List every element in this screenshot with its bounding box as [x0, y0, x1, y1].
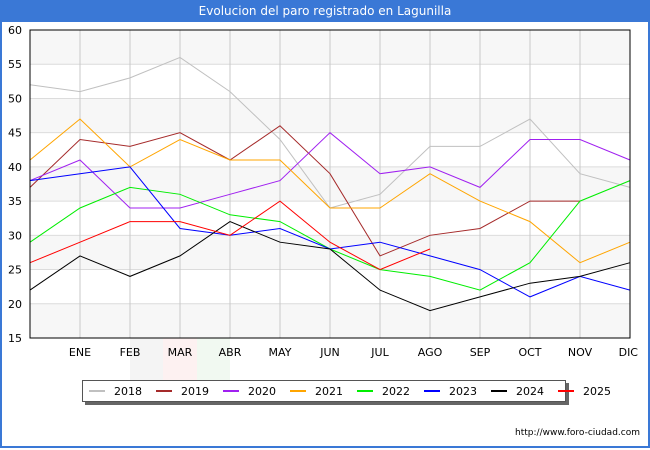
legend-swatch	[290, 390, 306, 392]
y-tick-label: 20	[8, 298, 22, 311]
series-line-2025	[29, 200, 431, 271]
x-tick-label: SEP	[470, 346, 491, 359]
series-line-2024	[29, 221, 631, 312]
series-lines	[29, 56, 631, 312]
y-tick-label: 45	[8, 127, 22, 140]
y-axis-ticks: 15 20 25 30 35 40 45 50 55 60	[8, 24, 22, 345]
y-tick-label: 60	[8, 24, 22, 37]
x-tick-label: MAY	[269, 346, 292, 359]
x-tick-label: ENE	[69, 346, 91, 359]
line-chart: 15 20 25 30 35 40 45 50 55 60 ENE FEB MAR ABR MAY JUN J…	[8, 24, 638, 359]
watermark-stripe-gray	[130, 338, 163, 380]
legend-item-2023: 2023	[424, 385, 477, 398]
chart-title: Evolucion del paro registrado en Lagunil…	[0, 0, 650, 22]
x-tick-label: JUN	[319, 346, 340, 359]
legend-swatch	[156, 390, 172, 392]
legend-item-2021: 2021	[290, 385, 343, 398]
y-tick-label: 50	[8, 92, 22, 105]
legend-swatch	[89, 390, 105, 392]
x-tick-label: FEB	[120, 346, 141, 359]
legend-label: 2021	[315, 384, 343, 398]
legend-swatch	[357, 390, 373, 392]
legend-label: 2023	[449, 384, 477, 398]
x-tick-label: DIC	[619, 346, 639, 359]
legend-label: 2020	[248, 384, 276, 398]
legend-item-2022: 2022	[357, 385, 410, 398]
legend-item-2020: 2020	[223, 385, 276, 398]
legend-item-2019: 2019	[156, 385, 209, 398]
legend-label: 2022	[382, 384, 410, 398]
x-tick-label: AGO	[418, 346, 443, 359]
series-line-2019	[29, 125, 580, 257]
legend-swatch	[424, 390, 440, 392]
x-tick-label: JUL	[370, 346, 389, 359]
legend-label: 2024	[516, 384, 544, 398]
legend-swatch	[491, 390, 507, 392]
x-tick-label: MAR	[168, 346, 193, 359]
source-url: http://www.foro-ciudad.com	[515, 428, 640, 438]
y-tick-label: 25	[8, 264, 22, 277]
y-tick-label: 30	[8, 229, 22, 242]
y-tick-label: 55	[8, 58, 22, 71]
legend-item-2025: 2025	[558, 385, 611, 398]
legend-item-2018: 2018	[89, 385, 142, 398]
y-tick-label: 35	[8, 195, 22, 208]
legend-label: 2019	[181, 384, 209, 398]
legend-item-2024: 2024	[491, 385, 544, 398]
legend: 2018 2019 2020 2021 2022 2023 2024 2025	[82, 380, 611, 402]
plot-border	[29, 29, 631, 339]
legend-swatch	[223, 390, 239, 392]
y-tick-label: 40	[8, 161, 22, 174]
legend-label: 2018	[114, 384, 142, 398]
series-line-2020	[29, 132, 631, 209]
x-tick-label: ABR	[219, 346, 242, 359]
watermark-stripe-red	[163, 338, 197, 380]
x-tick-label: NOV	[568, 346, 593, 359]
y-tick-label: 15	[8, 332, 22, 345]
legend-swatch	[558, 390, 574, 392]
legend-label: 2025	[583, 384, 611, 398]
watermark-stripe-green	[197, 338, 230, 380]
x-tick-label: OCT	[518, 346, 541, 359]
x-axis-ticks: ENE FEB MAR ABR MAY JUN JUL AGO SEP OCT NOV DIC	[69, 346, 638, 359]
